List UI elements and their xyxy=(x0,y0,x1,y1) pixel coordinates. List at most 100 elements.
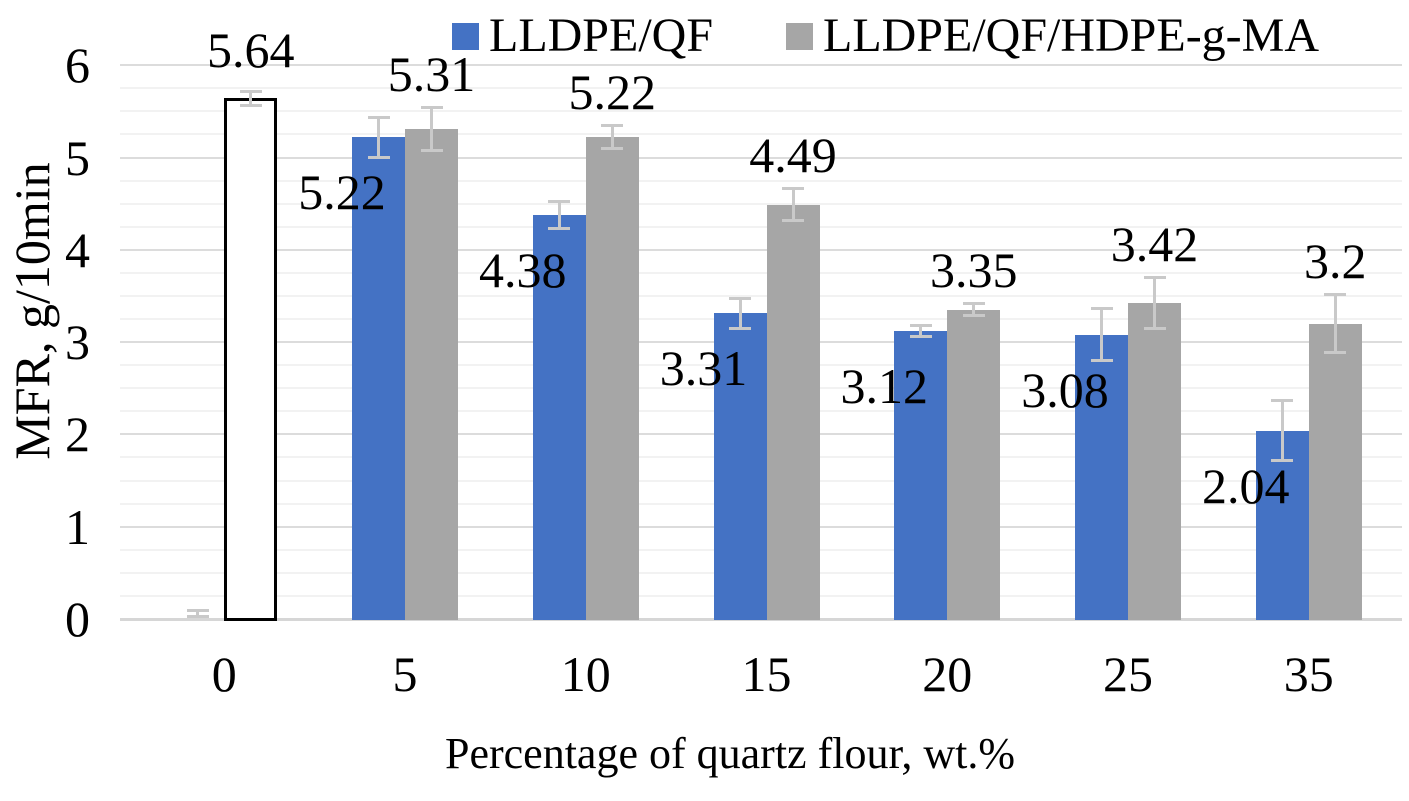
y-tick-label: 3 xyxy=(65,314,90,371)
error-bar-line xyxy=(377,116,380,158)
gridline-minor xyxy=(120,202,1402,205)
gridline-minor xyxy=(120,179,1402,182)
error-bar-line xyxy=(1153,277,1156,330)
bar-lldpe-qf-15 xyxy=(713,313,767,620)
error-bar-line xyxy=(610,125,614,150)
error-bar-cap xyxy=(1324,351,1347,355)
data-label: 3.35 xyxy=(930,242,1018,299)
bar-lldpe-qf-hdpe-g-ma-35 xyxy=(1308,323,1362,620)
y-tick-label: 2 xyxy=(65,406,90,463)
bar-lldpe-qf-35 xyxy=(1255,430,1309,620)
bar-lldpe-qf-10 xyxy=(532,214,586,620)
error-bar-cap xyxy=(239,103,262,107)
error-bar-cap xyxy=(420,105,443,109)
error-bar-cap xyxy=(601,124,624,128)
data-label: 3.08 xyxy=(1021,361,1109,418)
data-label: 3.42 xyxy=(1110,216,1199,273)
error-bar-line xyxy=(196,609,200,618)
x-tick-label: 15 xyxy=(741,646,792,702)
data-label: 3.12 xyxy=(840,358,929,415)
error-bar-cap xyxy=(962,314,985,318)
bar-lldpe-qf-hdpe-g-ma-5 xyxy=(405,128,458,620)
error-bar-cap xyxy=(186,615,209,619)
y-tick-label: 1 xyxy=(65,498,90,555)
bar-lldpe-qf-hdpe-g-ma-10 xyxy=(585,137,639,620)
error-bar-cap xyxy=(601,147,624,151)
legend-item: LLDPE/QF/HDPE-g-MA xyxy=(786,8,1319,64)
error-bar-cap xyxy=(782,219,804,223)
gridline-minor xyxy=(120,110,1402,113)
bar-lldpe-qf-20 xyxy=(894,331,948,620)
error-bar-cap xyxy=(962,302,985,306)
error-bar-cap xyxy=(186,608,209,612)
error-bar-cap xyxy=(1324,293,1347,297)
x-axis-title: Percentage of quartz flour, wt.% xyxy=(444,729,1015,778)
error-bar-line xyxy=(430,106,433,152)
x-tick-label: 20 xyxy=(922,646,973,702)
bar-neat-lldpe xyxy=(224,98,278,621)
gridline-minor xyxy=(120,294,1402,297)
data-label: 2.04 xyxy=(1202,457,1290,514)
data-label: 3.2 xyxy=(1304,233,1367,290)
bar-lldpe-qf-5 xyxy=(352,137,405,620)
y-tick-label: 4 xyxy=(65,221,90,278)
error-bar-cap xyxy=(729,327,751,331)
data-label: 4.38 xyxy=(479,241,567,298)
error-bar-line xyxy=(249,91,253,106)
gridline-major xyxy=(120,248,1402,251)
gridline-minor xyxy=(120,271,1402,274)
gridline-major xyxy=(120,156,1402,159)
error-bar-cap xyxy=(548,226,571,230)
y-tick-label: 5 xyxy=(65,129,90,186)
error-bar-line xyxy=(919,325,923,337)
data-label: 5.22 xyxy=(298,164,386,221)
legend-swatch-icon xyxy=(452,22,479,50)
x-tick-label: 10 xyxy=(560,646,611,702)
error-bar-line xyxy=(738,297,742,330)
error-bar-cap xyxy=(1271,399,1294,403)
error-bar-cap xyxy=(782,186,804,190)
gridline-minor xyxy=(120,225,1402,228)
error-bar-cap xyxy=(909,334,932,338)
data-label: 5.64 xyxy=(207,22,295,79)
error-bar-line xyxy=(1100,307,1103,362)
error-bar-cap xyxy=(420,149,443,153)
y-tick-label: 0 xyxy=(65,591,90,647)
data-label: 3.31 xyxy=(659,340,748,397)
bar-lldpe-qf-25 xyxy=(1075,334,1128,620)
error-bar-cap xyxy=(1143,276,1166,280)
gridline-minor xyxy=(120,87,1402,90)
error-bar-line xyxy=(557,200,561,229)
error-bar-cap xyxy=(548,199,571,203)
data-label: 4.49 xyxy=(749,126,837,183)
error-bar-line xyxy=(791,187,795,222)
x-tick-label: 35 xyxy=(1283,646,1334,702)
x-tick-label: 5 xyxy=(392,646,418,702)
legend-item: LLDPE/QF xyxy=(452,8,713,64)
y-tick-label: 6 xyxy=(65,37,90,94)
error-bar-cap xyxy=(1090,306,1113,310)
gridline-minor xyxy=(120,133,1402,136)
legend-swatch-icon xyxy=(786,22,813,50)
x-tick-label: 25 xyxy=(1103,646,1153,702)
error-bar-cap xyxy=(1143,327,1166,331)
error-bar-line xyxy=(972,303,976,317)
error-bar-line xyxy=(1333,294,1337,354)
gridline-major xyxy=(120,64,1402,67)
error-bar-cap xyxy=(909,324,932,328)
x-tick-label: 0 xyxy=(211,646,237,702)
bar-lldpe-qf-hdpe-g-ma-20 xyxy=(947,309,1001,620)
legend-label: LLDPE/QF xyxy=(489,9,714,62)
bar-lldpe-qf-hdpe-g-ma-25 xyxy=(1128,303,1181,620)
error-bar-cap xyxy=(239,90,262,94)
bar-lldpe-qf-hdpe-g-ma-15 xyxy=(766,204,820,620)
error-bar-cap xyxy=(1271,459,1294,463)
error-bar-cap xyxy=(367,155,390,159)
error-bar-line xyxy=(1280,400,1284,462)
error-bar-cap xyxy=(729,296,751,300)
data-label: 5.22 xyxy=(568,64,657,121)
error-bar-cap xyxy=(367,115,390,119)
error-bar-cap xyxy=(1090,359,1113,363)
data-label: 5.31 xyxy=(387,45,476,102)
